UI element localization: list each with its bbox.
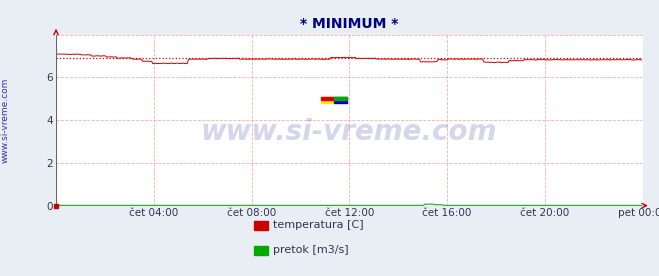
Bar [321, 97, 334, 100]
Bar [334, 97, 347, 103]
Text: www.si-vreme.com: www.si-vreme.com [1, 77, 10, 163]
Text: pretok [m3/s]: pretok [m3/s] [273, 245, 349, 255]
Text: www.si-vreme.com: www.si-vreme.com [201, 118, 498, 146]
Bar [321, 97, 334, 103]
Title: * MINIMUM *: * MINIMUM * [300, 17, 399, 31]
Text: temperatura [C]: temperatura [C] [273, 221, 364, 230]
Bar [334, 97, 347, 100]
